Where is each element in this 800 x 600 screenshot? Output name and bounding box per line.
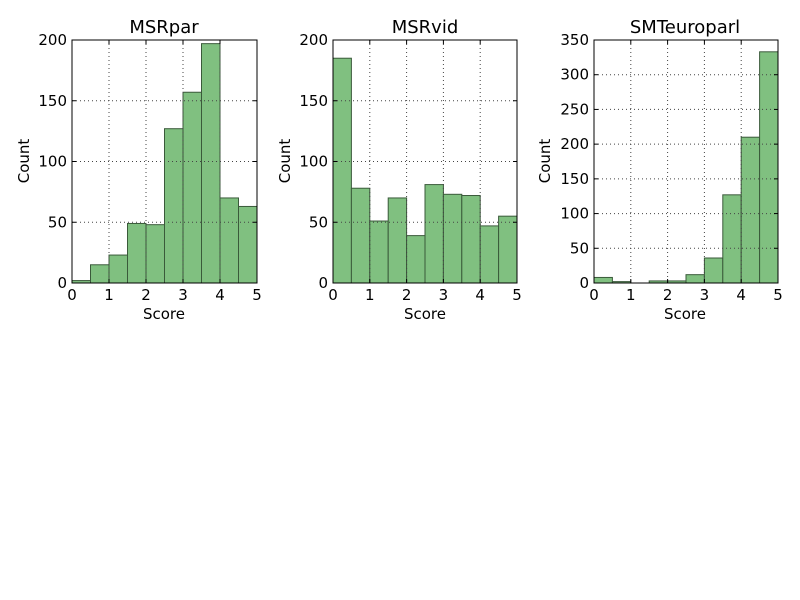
histogram-bar <box>479 225 500 284</box>
histogram-bar <box>406 235 426 284</box>
panel-smteuroparl: SMTeuroparl Score Count 0 1 2 3 4 50501001502… <box>536 17 783 323</box>
x-tick-label: 4 <box>736 286 746 304</box>
histogram-bar <box>369 220 389 284</box>
histogram-bar <box>461 195 481 284</box>
x-tick-label: 1 <box>104 286 114 304</box>
y-tick-label: 0 <box>579 274 589 292</box>
histogram-bar <box>219 197 239 284</box>
y-tick-label: 50 <box>309 213 328 231</box>
histogram-bar <box>127 222 147 284</box>
histogram-bar <box>593 276 613 284</box>
x-tick-label: 5 <box>773 286 783 304</box>
x-tick-label: 5 <box>252 286 262 304</box>
x-tick-label: 1 <box>365 286 375 304</box>
x-tick-label: 3 <box>700 286 710 304</box>
x-ticks: 0 1 2 3 4 5 <box>589 40 783 304</box>
histogram-bar <box>108 254 128 284</box>
y-tick-label: 0 <box>57 274 67 292</box>
x-tick-label: 3 <box>178 286 188 304</box>
y-tick-label: 100 <box>299 153 328 171</box>
y-tick-label: 50 <box>570 239 589 257</box>
histogram-bar <box>145 224 165 284</box>
x-tick-label: 3 <box>439 286 449 304</box>
x-tick-label: 2 <box>402 286 412 304</box>
x-tick-label: 4 <box>475 286 485 304</box>
x-tick-label: 0 <box>67 286 77 304</box>
x-axis-label: Score <box>664 305 706 323</box>
histogram-bar <box>498 215 518 284</box>
panel-title: SMTeuroparl <box>630 17 740 38</box>
y-ticks: 0 50 100 150 200 250 300 350 <box>560 31 778 292</box>
histogram-bar <box>703 257 724 284</box>
y-tick-label: 100 <box>560 205 589 223</box>
y-tick-label: 200 <box>38 31 67 49</box>
y-axis-label: Count <box>15 139 33 184</box>
y-tick-label: 150 <box>560 170 589 188</box>
x-axis-label: Score <box>143 305 185 323</box>
panel-title: MSRpar <box>129 17 199 38</box>
axes-frame <box>593 39 779 284</box>
histogram-bar <box>182 91 202 284</box>
x-tick-label: 2 <box>663 286 673 304</box>
histogram-bar <box>685 274 705 284</box>
y-tick-label: 150 <box>38 92 67 110</box>
y-tick-label: 100 <box>38 153 67 171</box>
y-axis-label: Count <box>536 139 554 184</box>
y-axis-label: Count <box>276 139 294 184</box>
histogram-bar <box>722 194 742 284</box>
x-axis-label: Score <box>404 305 446 323</box>
histogram-bar <box>387 197 408 284</box>
panel-title: MSRvid <box>392 17 459 38</box>
y-tick-label: 200 <box>299 31 328 49</box>
x-ticks: 0 1 2 3 4 5 <box>67 40 262 304</box>
y-tick-label: 150 <box>299 92 328 110</box>
x-tick-label: 4 <box>215 286 225 304</box>
histogram-bar <box>740 136 761 284</box>
histogram-bar <box>424 184 444 284</box>
histogram-bar <box>90 264 110 284</box>
x-ticks: 0 1 2 3 4 5 <box>328 40 522 304</box>
histogram-bar <box>332 57 352 284</box>
histogram-bar <box>201 43 221 284</box>
grid <box>333 40 517 283</box>
x-tick-label: 0 <box>589 286 599 304</box>
grid <box>594 40 778 283</box>
histogram-bar <box>350 187 371 284</box>
y-tick-label: 0 <box>318 274 328 292</box>
x-tick-label: 5 <box>512 286 522 304</box>
y-ticks: 0 50 100 150 200 <box>38 31 257 292</box>
y-ticks: 0 50 100 150 200 <box>299 31 517 292</box>
x-tick-label: 1 <box>626 286 636 304</box>
histogram-bar <box>238 205 258 284</box>
y-tick-label: 350 <box>560 31 589 49</box>
y-tick-label: 50 <box>48 213 67 231</box>
x-tick-label: 2 <box>141 286 151 304</box>
histogram-bar <box>164 128 184 284</box>
bars <box>71 43 258 284</box>
y-tick-label: 300 <box>560 66 589 84</box>
y-tick-label: 200 <box>560 135 589 153</box>
histogram-bar <box>442 193 463 284</box>
x-tick-label: 0 <box>328 286 338 304</box>
grid <box>72 40 257 283</box>
y-tick-label: 250 <box>560 100 589 118</box>
